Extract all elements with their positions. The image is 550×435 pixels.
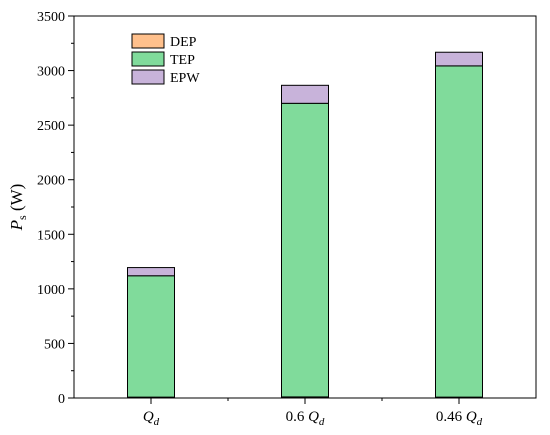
y-axis-ticks: 0 500 1000 1500 2000 2500 3000 3500	[37, 10, 74, 407]
x-label-subscript: d	[319, 416, 325, 428]
x-label-subscript: d	[477, 416, 483, 428]
x-label-subscript: d	[154, 416, 160, 428]
x-label-prefix: 0.6	[286, 409, 309, 425]
legend-swatch-epw	[131, 69, 165, 85]
y-axis-title: Ps (W)	[7, 184, 29, 232]
x-label-prefix: 0.46	[436, 409, 466, 425]
y-tick-label: 3500	[37, 10, 65, 25]
x-label-symbol: Q	[466, 409, 477, 425]
y-title-unit: (W)	[7, 184, 26, 216]
legend-label-epw: EPW	[170, 71, 200, 86]
x-tick-label: 0.46 Qd	[436, 409, 483, 428]
y-title-symbol: P	[7, 220, 26, 231]
y-tick-label: 3000	[37, 65, 65, 80]
x-tick-label: Qd	[143, 409, 160, 428]
legend-swatch-tep	[131, 51, 165, 67]
y-tick-label: 1500	[37, 228, 65, 243]
y-tick-label: 2000	[37, 174, 65, 189]
bar-segment-epw	[281, 84, 329, 104]
legend-swatch-dep	[131, 33, 165, 49]
bar-segment-tep	[435, 65, 483, 398]
y-tick-label: 2500	[37, 119, 65, 134]
x-axis-labels: Qd 0.6 Qd 0.46 Qd	[143, 398, 483, 428]
bar-segment-tep	[127, 275, 175, 398]
y-title-subscript: s	[15, 215, 29, 220]
x-label-symbol: Q	[308, 409, 319, 425]
bars-group	[127, 51, 483, 399]
legend-label-tep: TEP	[170, 53, 195, 68]
legend: DEP TEP EPW	[131, 33, 200, 86]
x-tick-label: 0.6 Qd	[286, 409, 325, 428]
bar-segment-tep	[281, 102, 329, 398]
x-label-symbol: Q	[143, 409, 154, 425]
y-tick-label: 1000	[37, 283, 65, 298]
bar-segment-epw	[435, 51, 483, 67]
bar-segment-epw	[127, 267, 175, 277]
y-tick-label: 500	[44, 337, 65, 352]
y-tick-label: 0	[58, 392, 65, 407]
legend-label-dep: DEP	[170, 35, 197, 50]
